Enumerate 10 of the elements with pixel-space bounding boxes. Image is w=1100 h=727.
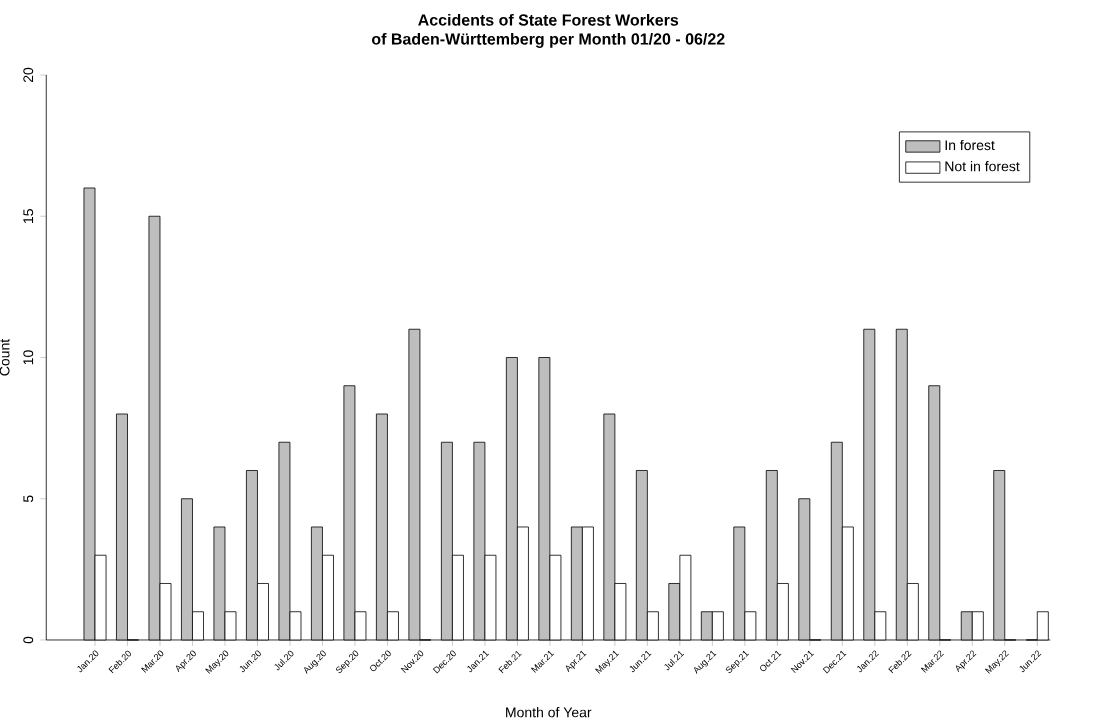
y-axis-title: Count bbox=[0, 338, 10, 376]
y-tick-label: 15 bbox=[23, 209, 34, 223]
legend-label: In forest bbox=[945, 139, 995, 151]
chart-title: Accidents of State Forest Workers of Baden-Württemberg per Month 01/20 - 06/22 bbox=[371, 13, 725, 48]
y-tick-label: 10 bbox=[23, 350, 34, 365]
y-tick-label: 20 bbox=[23, 67, 34, 83]
y-tick-label: 5 bbox=[23, 495, 34, 503]
x-axis-title: Month of Year bbox=[506, 707, 592, 718]
y-tick-label: 0 bbox=[23, 636, 34, 644]
legend-label: Not in forest bbox=[945, 161, 1020, 172]
